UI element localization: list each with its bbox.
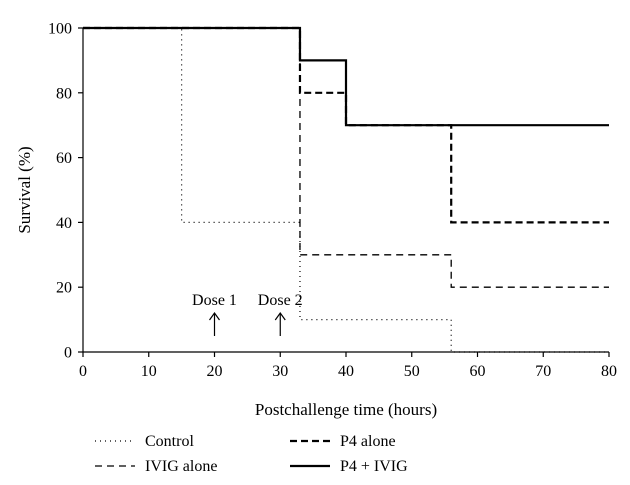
annotation-dose-2: Dose 2: [258, 292, 303, 309]
legend-label: IVIG alone: [145, 458, 217, 475]
x-tick-label: 40: [338, 363, 354, 380]
legend-label: Control: [145, 433, 194, 450]
y-axis-label: Survival (%): [15, 146, 34, 233]
legend: Control P4 alone IVIG alone P4 + IVIG: [95, 433, 408, 475]
y-tick-label: 80: [56, 85, 72, 102]
y-tick-label: 20: [56, 280, 72, 297]
annotation-arrowhead: [274, 311, 286, 321]
x-axis-ticks: 0 10 20 30 40 50 60 70 80: [79, 352, 617, 380]
y-tick-label: 40: [56, 215, 72, 232]
legend-item-p4-ivig: P4 + IVIG: [290, 458, 408, 475]
legend-label: P4 alone: [340, 433, 396, 450]
series-layer: [83, 26, 609, 353]
x-tick-label: 50: [404, 363, 420, 380]
series-line-p4-ivig: [83, 26, 609, 127]
annotation-layer: Dose 1 Dose 2: [192, 292, 303, 336]
x-tick-label: 80: [601, 363, 617, 380]
y-tick-label: 0: [64, 345, 72, 362]
annotation-arrowhead: [209, 311, 220, 321]
y-axis-ticks: 0 20 40 60 80 100: [48, 21, 83, 362]
y-tick-label: 60: [56, 150, 72, 167]
x-tick-label: 20: [207, 363, 223, 380]
legend-item-control: Control: [95, 433, 194, 450]
annotation-dose-1: Dose 1: [192, 292, 237, 309]
x-tick-label: 30: [272, 363, 288, 380]
x-tick-label: 0: [79, 363, 87, 380]
legend-label: P4 + IVIG: [340, 458, 408, 475]
x-axis-label: Postchallenge time (hours): [255, 400, 437, 419]
y-tick-label: 100: [48, 21, 72, 38]
x-tick-label: 10: [141, 363, 157, 380]
x-tick-label: 60: [470, 363, 486, 380]
legend-item-ivig-alone: IVIG alone: [95, 458, 217, 475]
x-tick-label: 70: [535, 363, 551, 380]
legend-item-p4-alone: P4 alone: [290, 433, 396, 450]
